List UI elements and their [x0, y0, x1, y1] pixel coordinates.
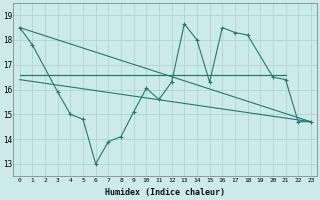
X-axis label: Humidex (Indice chaleur): Humidex (Indice chaleur)	[105, 188, 225, 197]
